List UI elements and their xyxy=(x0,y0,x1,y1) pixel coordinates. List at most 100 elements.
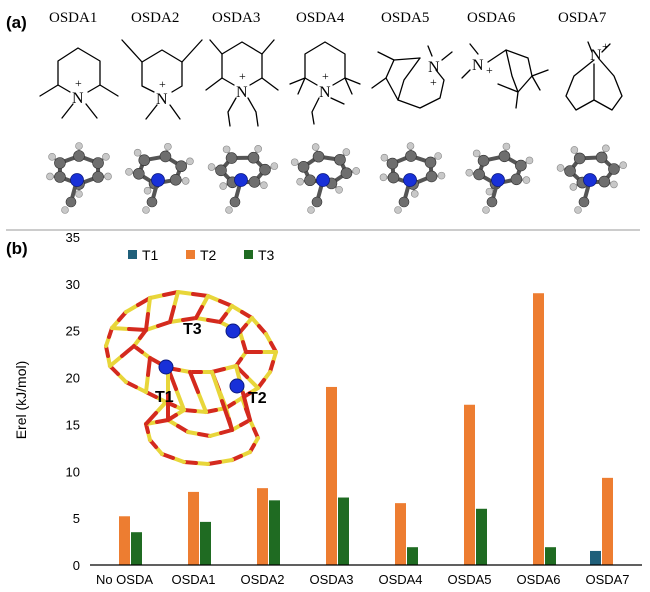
hydrogen-atom xyxy=(222,145,231,154)
carbon-atom xyxy=(398,196,410,208)
y-axis-title: Erel (kJ/mol) xyxy=(13,361,29,440)
osda5-model xyxy=(379,142,446,214)
osda-label-3: OSDA3 xyxy=(212,10,260,26)
carbon-atom xyxy=(248,176,261,188)
framework-bond xyxy=(168,318,185,324)
ball-and-stick-models xyxy=(46,142,627,214)
osda-labels: OSDA1 OSDA2 OSDA3 OSDA4 OSDA5 OSDA6 OSDA… xyxy=(49,10,607,26)
y-tick-label: 15 xyxy=(66,417,80,432)
carbon-atom xyxy=(65,196,77,208)
carbon-atom xyxy=(595,151,608,164)
osda-label-7: OSDA7 xyxy=(558,10,607,26)
osda3-n-atom: N xyxy=(236,84,248,101)
osda-label-4: OSDA4 xyxy=(296,10,345,26)
hydrogen-atom xyxy=(270,162,279,170)
framework-bond xyxy=(210,370,224,403)
structural-formulas: N + N + N + N + xyxy=(39,39,623,127)
panel-a-label: (a) xyxy=(6,13,27,32)
osda-label-5: OSDA5 xyxy=(381,10,429,26)
nitrogen-atom xyxy=(234,173,248,187)
framework-bond xyxy=(196,390,208,414)
framework-bond xyxy=(162,290,180,297)
x-tick-label: OSDA4 xyxy=(378,572,422,587)
osda7-model xyxy=(556,144,627,214)
osda4-model xyxy=(290,143,360,214)
carbon-atom xyxy=(312,150,325,163)
framework-bond xyxy=(172,290,180,309)
framework-bond xyxy=(146,356,152,377)
y-tick-label: 10 xyxy=(66,464,80,479)
carbon-atom xyxy=(573,152,586,165)
osda5-n-atom: N xyxy=(428,59,440,76)
osda7-charge: + xyxy=(602,39,609,53)
hydrogen-atom xyxy=(207,163,216,171)
hydrogen-atom xyxy=(143,186,152,195)
framework-bond xyxy=(220,399,234,432)
y-tick-label: 30 xyxy=(66,277,80,292)
framework-bond xyxy=(182,460,198,465)
site-label-t3: T3 xyxy=(183,321,202,338)
framework-bond xyxy=(146,296,152,316)
framework-bond xyxy=(245,375,260,390)
carbon-atom xyxy=(387,171,400,184)
osda2-model xyxy=(125,142,194,214)
osda2-charge: + xyxy=(159,77,166,91)
carbon-atom xyxy=(225,152,238,164)
hydrogen-atom xyxy=(307,206,315,214)
carbon-atom xyxy=(259,163,271,176)
framework-bond xyxy=(206,294,222,303)
carbon-atom xyxy=(92,157,104,169)
osda7-n-atom: N xyxy=(590,47,602,64)
osda1-n-atom: N xyxy=(72,90,84,107)
hydrogen-atom xyxy=(142,206,150,214)
hydrogen-atom xyxy=(102,153,110,161)
legend-label-t2: T2 xyxy=(200,247,217,263)
hydrogen-atom xyxy=(296,177,304,186)
framework-site-atom-t2 xyxy=(229,378,245,394)
hydrogen-atom xyxy=(570,146,579,154)
framework-bond xyxy=(154,400,168,415)
osda6-model xyxy=(465,142,534,214)
y-axis-ticks: 0 5 10 15 20 25 30 35 xyxy=(66,230,80,573)
osda5-structure: N + xyxy=(371,45,453,109)
framework-bond xyxy=(108,354,124,368)
framework-bond xyxy=(144,312,150,332)
y-tick-label: 5 xyxy=(73,511,80,526)
x-tick-label: OSDA7 xyxy=(585,572,629,587)
hydrogen-atom xyxy=(619,161,627,170)
framework-bond xyxy=(144,373,150,394)
site-label-t2: T2 xyxy=(248,390,267,407)
osda1-charge: + xyxy=(75,76,82,90)
carbon-atom xyxy=(73,150,85,162)
framework-site-labels: T3 T1 T2 xyxy=(155,321,267,407)
osda1-model xyxy=(46,142,112,214)
carbon-atom xyxy=(54,171,66,183)
legend-label-t3: T3 xyxy=(258,247,275,263)
carbon-atom xyxy=(510,173,523,186)
x-axis-tick-labels: No OSDA OSDA1 OSDA2 OSDA3 OSDA4 OSDA5 OSDA6 OSD… xyxy=(96,572,630,587)
osda4-n-atom: N xyxy=(319,84,331,101)
x-tick-label: OSDA2 xyxy=(240,572,284,587)
hydrogen-atom xyxy=(311,143,320,151)
carbon-atom xyxy=(498,150,511,163)
framework-bond xyxy=(174,387,186,412)
carbon-atom xyxy=(598,175,611,188)
osda-label-2: OSDA2 xyxy=(131,10,179,26)
framework-bond xyxy=(200,294,210,309)
x-tick-label: OSDA3 xyxy=(309,572,353,587)
hydrogen-atom xyxy=(482,206,490,214)
carbon-atom xyxy=(304,174,316,187)
carbon-atom xyxy=(297,161,310,173)
nitrogen-atom xyxy=(583,173,597,187)
bar-t2-osda5 xyxy=(464,404,475,565)
framework-bond xyxy=(238,323,248,334)
bar-t3-osda2 xyxy=(269,500,280,565)
hydrogen-atom xyxy=(75,190,83,198)
carbon-atom xyxy=(608,163,620,175)
framework-bond xyxy=(206,318,222,324)
carbon-atom xyxy=(564,165,576,177)
framework-bond xyxy=(191,292,210,298)
osda1-structure: N + xyxy=(39,47,119,119)
y-tick-label: 0 xyxy=(73,558,80,573)
